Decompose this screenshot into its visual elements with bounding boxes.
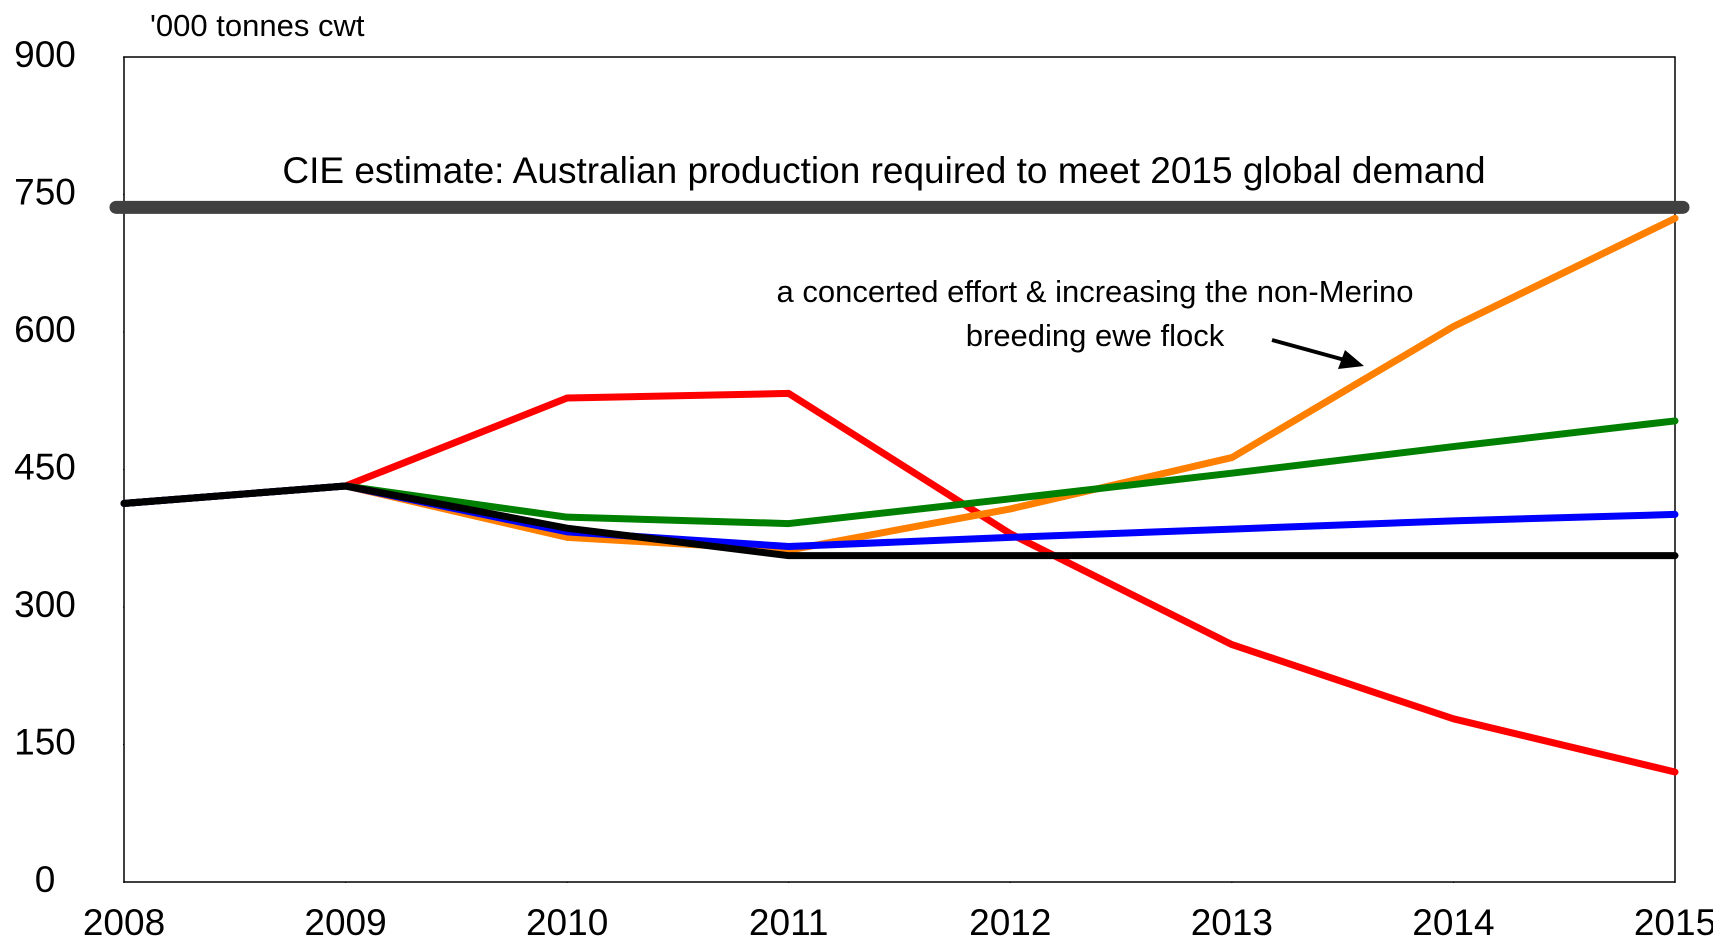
- y-tick-label: 600: [14, 309, 76, 350]
- series-line: [120, 417, 1679, 528]
- x-tick-label: 2015: [1634, 902, 1713, 943]
- x-tick-label: 2009: [304, 902, 386, 943]
- y-tick-label: 900: [14, 34, 76, 75]
- series-line: [120, 482, 1679, 550]
- annotation: breeding ewe flock: [966, 318, 1225, 353]
- y-tick-label: 150: [14, 721, 76, 762]
- x-tick-label: 2010: [526, 902, 608, 943]
- series-line: [120, 214, 1679, 554]
- annotation-arrowhead: [1338, 350, 1364, 369]
- series-line: [120, 482, 1679, 560]
- reference-label: CIE estimate: Australian production requ…: [282, 150, 1485, 191]
- annotation: a concerted effort & increasing the non-…: [776, 274, 1413, 309]
- y-tick-label: 450: [14, 446, 76, 487]
- x-tick-label: 2012: [969, 902, 1051, 943]
- y-tick-label: 750: [14, 171, 76, 212]
- series-line: [120, 389, 1679, 776]
- y-axis-label: '000 tonnes cwt: [150, 8, 365, 43]
- x-tick-label: 2011: [749, 902, 829, 943]
- x-tick-label: 2008: [83, 902, 165, 943]
- y-tick-label: 300: [14, 584, 76, 625]
- x-tick-label: 2014: [1412, 902, 1494, 943]
- y-tick-label: 0: [35, 859, 56, 900]
- marks: CIE estimate: Australian production requ…: [109, 150, 1690, 776]
- x-tick-label: 2013: [1191, 902, 1273, 943]
- annotation-arrow: [1271, 338, 1353, 364]
